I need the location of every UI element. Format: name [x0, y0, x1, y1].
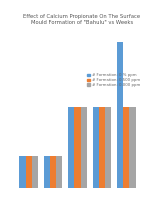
Bar [117, 42, 123, 188]
Bar [105, 107, 111, 188]
Bar [74, 107, 81, 188]
Bar [129, 107, 136, 188]
Bar [68, 107, 74, 188]
Bar [44, 156, 50, 188]
Bar [99, 107, 105, 188]
Bar [93, 107, 99, 188]
Bar [123, 107, 129, 188]
Bar [19, 156, 25, 188]
Bar [25, 156, 32, 188]
Bar [81, 107, 87, 188]
Text: Effect of Calcium Propionate On The Surface Mould Formation of "Bahulu" vs Weeks: Effect of Calcium Propionate On The Surf… [23, 14, 141, 25]
Legend: # Formation: 0 % ppm, # Formation: 0.500 ppm, # Formation: 0.000 ppm: # Formation: 0 % ppm, # Formation: 0.500… [87, 73, 140, 87]
Bar [50, 156, 56, 188]
Bar [32, 156, 38, 188]
Bar [56, 156, 62, 188]
